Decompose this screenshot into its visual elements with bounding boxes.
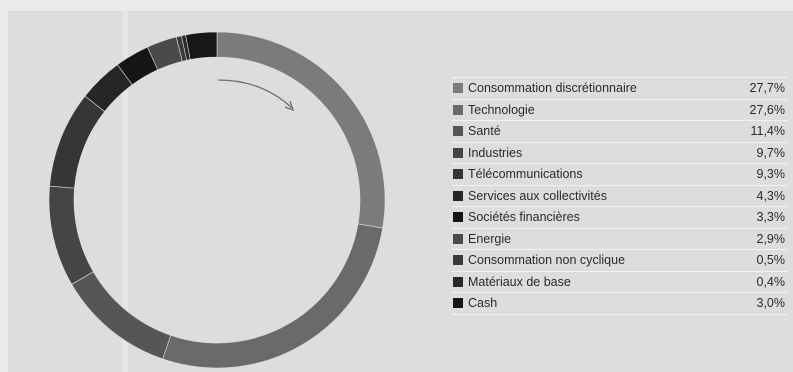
legend-item: Télécommunications 9,3% bbox=[452, 164, 787, 186]
legend-value: 3,3% bbox=[756, 210, 786, 224]
legend-swatch bbox=[453, 298, 463, 308]
legend-swatch bbox=[453, 104, 463, 115]
legend-value: 11,4% bbox=[750, 124, 785, 138]
legend-item: Energie 2,9% bbox=[452, 229, 787, 250]
clockwise-arrow-icon bbox=[217, 79, 293, 109]
donut-slice-4 bbox=[48, 185, 94, 285]
donut-slice-11 bbox=[185, 31, 218, 60]
arrowhead-icon bbox=[284, 100, 295, 112]
legend-item: Industries 9,7% bbox=[452, 143, 787, 164]
legend-item: Technologie 27,6% bbox=[452, 100, 787, 121]
legend-value: 2,9% bbox=[756, 231, 786, 246]
legend-label: Industries bbox=[468, 145, 523, 160]
legend-swatch bbox=[453, 190, 463, 201]
legend-value: 4,3% bbox=[756, 188, 786, 203]
legend-label: Consommation discrétionnaire bbox=[468, 81, 637, 95]
legend-swatch bbox=[453, 83, 463, 93]
legend-value: 27,6% bbox=[749, 102, 785, 117]
legend-value: 9,3% bbox=[756, 167, 786, 181]
legend-item: Consommation non cyclique 0,5% bbox=[452, 250, 787, 272]
legend-label: Technologie bbox=[468, 102, 535, 117]
legend-label: Santé bbox=[468, 124, 501, 138]
legend-swatch bbox=[453, 212, 463, 222]
chart-legend: Consommation discrétionnaire 27,7% Technol… bbox=[452, 77, 787, 315]
legend-label: Sociétés financières bbox=[468, 210, 580, 224]
legend-item: Santé 11,4% bbox=[452, 121, 787, 143]
legend-value: 0,5% bbox=[756, 253, 786, 267]
legend-value: 0,4% bbox=[756, 274, 786, 289]
legend-swatch bbox=[453, 276, 463, 287]
donut-slice-1 bbox=[216, 31, 386, 229]
legend-swatch bbox=[453, 126, 463, 136]
legend-swatch bbox=[453, 255, 463, 265]
legend-label: Matériaux de base bbox=[468, 274, 571, 289]
legend-label: Cash bbox=[468, 296, 498, 310]
legend-value: 3,0% bbox=[756, 296, 786, 310]
legend-label: Télécommunications bbox=[468, 167, 583, 181]
legend-swatch bbox=[453, 169, 463, 179]
legend-label: Services aux collectivités bbox=[468, 188, 607, 203]
legend-item: Consommation discrétionnaire 27,7% bbox=[452, 78, 787, 100]
legend-item: Services aux collectivités 4,3% bbox=[452, 186, 787, 207]
donut-slice-2 bbox=[162, 223, 383, 369]
legend-label: Energie bbox=[468, 231, 512, 246]
legend-value: 9,7% bbox=[756, 145, 786, 160]
legend-swatch bbox=[453, 233, 463, 244]
legend-label: Consommation non cyclique bbox=[468, 253, 626, 267]
donut-slice-3 bbox=[71, 271, 172, 360]
panel-divider bbox=[122, 11, 128, 372]
legend-item: Matériaux de base 0,4% bbox=[452, 272, 787, 293]
legend-swatch bbox=[453, 147, 463, 158]
donut-slices bbox=[48, 31, 386, 369]
donut-slice-5 bbox=[49, 95, 106, 189]
legend-item: Sociétés financières 3,3% bbox=[452, 207, 787, 229]
legend-item: Cash 3,0% bbox=[452, 293, 787, 315]
legend-value: 27,7% bbox=[749, 81, 785, 95]
